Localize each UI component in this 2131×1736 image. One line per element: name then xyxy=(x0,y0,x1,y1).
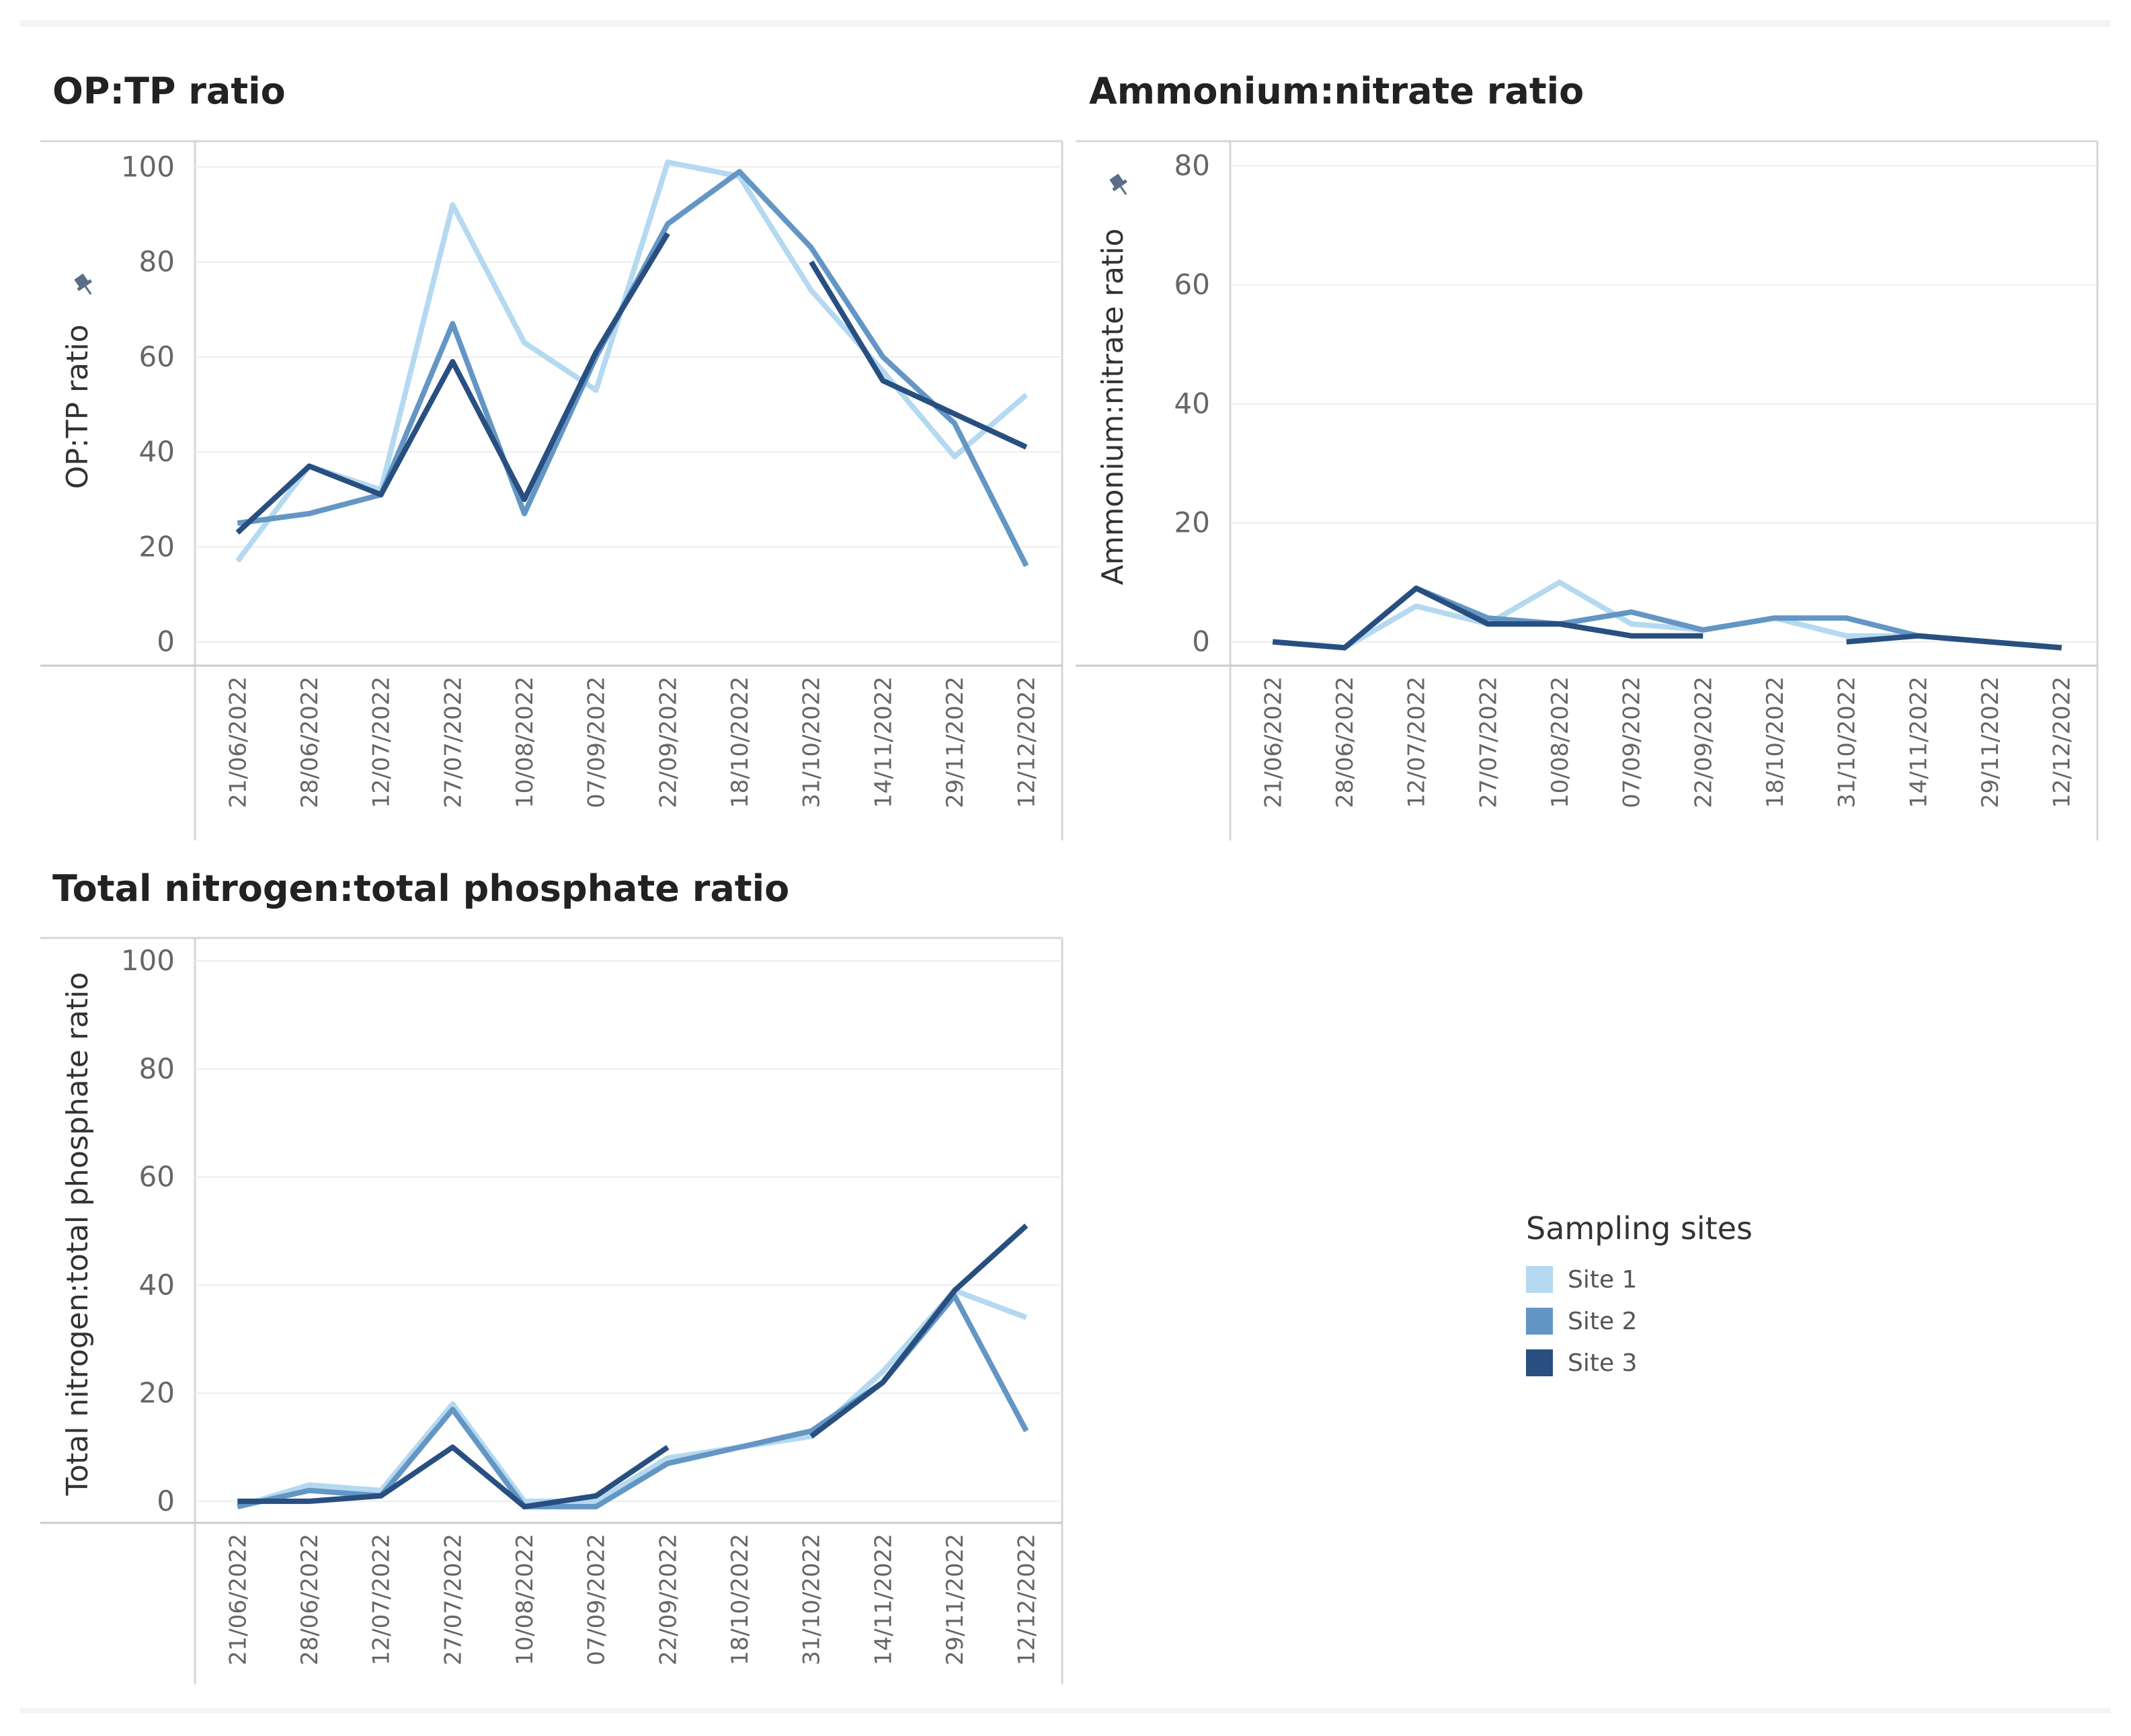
series-line-site-3 xyxy=(809,260,1028,450)
x-tick-label: 28/06/2022 xyxy=(1332,676,1359,808)
pin-collar xyxy=(77,279,92,292)
x-tick-label: 07/09/2022 xyxy=(584,1534,610,1665)
y-tick-label: 0 xyxy=(157,625,175,658)
y-tick-label: 0 xyxy=(1192,625,1210,658)
y-tick-label: 100 xyxy=(121,150,175,183)
x-tick-label: 28/06/2022 xyxy=(296,676,323,808)
series-line-site-3 xyxy=(1846,633,2062,651)
y-tick-label: 0 xyxy=(157,1485,175,1517)
tn-tp-ratio-chart: 0 20 40 60 80 100 Total nitrogen:total phospha… xyxy=(40,937,1063,1684)
series-line-site-3 xyxy=(235,232,670,535)
y-tick-label: 40 xyxy=(139,1268,175,1301)
x-tick-label: 10/08/2022 xyxy=(512,676,538,808)
x-tick-label: 12/12/2022 xyxy=(1014,676,1041,808)
legend-title: Sampling sites xyxy=(1526,1210,1753,1247)
y-tick-label: 20 xyxy=(139,1376,175,1409)
x-tick-label: 21/06/2022 xyxy=(225,676,251,808)
x-tick-label: 22/09/2022 xyxy=(655,1534,682,1665)
y-tick-label: 20 xyxy=(139,530,175,563)
legend-item-site-3[interactable]: Site 3 xyxy=(1526,1342,1862,1384)
pin-head xyxy=(74,273,89,288)
x-tick-label: 07/09/2022 xyxy=(1619,676,1646,808)
legend-swatch-site-1 xyxy=(1526,1266,1553,1293)
x-tick-label: 12/12/2022 xyxy=(2049,676,2076,808)
legend-label-site-1: Site 1 xyxy=(1568,1265,1638,1294)
y-tick-label: 60 xyxy=(139,1160,175,1193)
series-line-site-1 xyxy=(237,1288,1028,1509)
x-tick-label: 29/11/2022 xyxy=(942,676,969,808)
x-tick-label: 14/11/2022 xyxy=(1905,676,1932,808)
legend: Sampling sites Site 1 Site 2 Site 3 xyxy=(1526,1210,1862,1384)
x-tick-label: 22/09/2022 xyxy=(655,676,682,808)
x-tick-label: 27/07/2022 xyxy=(440,676,467,808)
y-axis-label: OP:TP ratio xyxy=(61,325,95,489)
x-tick-label: 21/06/2022 xyxy=(1260,676,1287,808)
x-tick-label: 27/07/2022 xyxy=(1475,676,1502,808)
pin-needle xyxy=(84,286,92,295)
series-line-site-3 xyxy=(1272,585,1703,651)
legend-swatch-site-2 xyxy=(1526,1308,1553,1335)
chart-title-ammonium-nitrate: Ammonium:nitrate ratio xyxy=(1089,70,1584,112)
x-tick-label: 10/08/2022 xyxy=(512,1534,538,1665)
pin-icon xyxy=(1109,173,1127,195)
x-tick-label: 10/08/2022 xyxy=(1547,676,1574,808)
x-tick-label: 28/06/2022 xyxy=(296,1534,323,1665)
ammonium-nitrate-ratio-chart: 0 20 40 60 80 Ammonium:nitrate ratio 21/06/202… xyxy=(1076,140,2099,840)
x-tick-label: 29/11/2022 xyxy=(1977,676,2004,808)
chart-title-tn-tp: Total nitrogen:total phosphate ratio xyxy=(52,867,790,910)
y-tick-label: 60 xyxy=(1174,268,1210,301)
y-tick-label: 40 xyxy=(1174,387,1210,420)
x-tick-label: 29/11/2022 xyxy=(942,1534,969,1665)
x-tick-label: 18/10/2022 xyxy=(727,1534,754,1665)
y-tick-label: 100 xyxy=(121,944,175,977)
legend-label-site-2: Site 2 xyxy=(1568,1307,1638,1335)
x-tick-label: 12/07/2022 xyxy=(368,1534,395,1665)
series-line-site-2 xyxy=(237,1293,1029,1509)
legend-item-site-2[interactable]: Site 2 xyxy=(1526,1300,1862,1342)
x-tick-label: 12/07/2022 xyxy=(1404,676,1431,808)
x-tick-label: 18/10/2022 xyxy=(1762,676,1789,808)
y-tick-label: 60 xyxy=(139,340,175,373)
pin-needle xyxy=(1119,186,1127,195)
x-tick-label: 07/09/2022 xyxy=(584,676,610,808)
legend-swatch-site-3 xyxy=(1526,1349,1553,1376)
y-tick-label: 20 xyxy=(1174,506,1210,539)
chart-title-op-tp: OP:TP ratio xyxy=(52,70,286,112)
pin-icon xyxy=(74,273,92,295)
y-axis-label: Total nitrogen:total phosphate ratio xyxy=(61,972,95,1497)
series-line-site-2 xyxy=(237,169,1029,567)
top-divider xyxy=(20,20,2111,27)
y-tick-label: 80 xyxy=(139,1052,175,1085)
x-tick-label: 12/12/2022 xyxy=(1014,1534,1041,1665)
x-tick-label: 12/07/2022 xyxy=(368,676,395,808)
series-line-site-3 xyxy=(809,1223,1029,1439)
x-tick-label: 21/06/2022 xyxy=(225,1534,251,1665)
x-tick-label: 14/11/2022 xyxy=(870,676,897,808)
y-tick-label: 80 xyxy=(139,245,175,278)
x-tick-label: 31/10/2022 xyxy=(799,676,826,808)
op-tp-ratio-chart: 0 20 40 60 80 100 OP:TP ratio 21/06/2022 28/06/2… xyxy=(40,140,1063,840)
legend-item-site-1[interactable]: Site 1 xyxy=(1526,1259,1862,1300)
pin-collar xyxy=(1112,179,1127,192)
y-tick-label: 80 xyxy=(1174,149,1210,182)
x-tick-label: 31/10/2022 xyxy=(799,1534,826,1665)
legend-label-site-3: Site 3 xyxy=(1568,1349,1638,1377)
bottom-divider xyxy=(20,1708,2111,1713)
x-tick-label: 31/10/2022 xyxy=(1834,676,1861,808)
x-tick-label: 27/07/2022 xyxy=(440,1534,467,1665)
x-tick-label: 14/11/2022 xyxy=(870,1534,897,1665)
x-tick-label: 22/09/2022 xyxy=(1690,676,1717,808)
x-tick-label: 18/10/2022 xyxy=(727,676,754,808)
series-line-site-3 xyxy=(237,1444,670,1509)
y-tick-label: 40 xyxy=(139,435,175,468)
y-axis-label: Ammonium:nitrate ratio xyxy=(1096,229,1130,586)
pin-head xyxy=(1109,173,1124,188)
